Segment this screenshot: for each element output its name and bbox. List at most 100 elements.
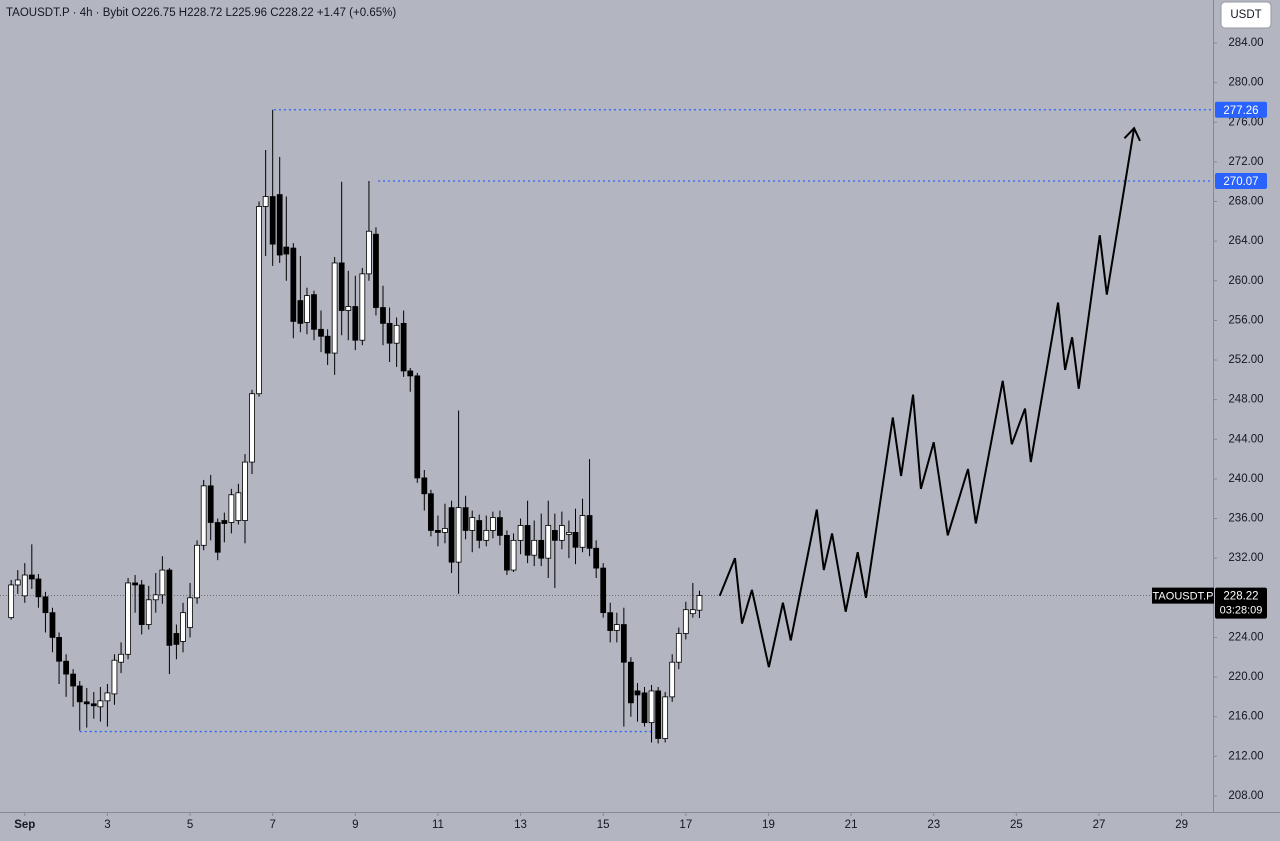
candle-body xyxy=(138,584,145,625)
y-tick-label: 280.00 xyxy=(1228,77,1263,89)
x-tick-label: 11 xyxy=(432,819,444,831)
candle-body xyxy=(662,696,669,739)
currency-button[interactable] xyxy=(1220,1,1272,29)
candle-body xyxy=(194,544,200,599)
symbol-label: TAOUSDT.P xyxy=(1153,591,1214,603)
candle-body xyxy=(338,262,345,311)
candle-body xyxy=(455,507,462,563)
candle-body xyxy=(49,612,56,638)
candle-body xyxy=(214,522,221,553)
x-tick-label: 13 xyxy=(514,819,527,831)
candle-body xyxy=(366,230,372,275)
candle-body xyxy=(318,328,324,337)
header: TAOUSDT.P · 4h · Bybit O226.75 H228.72 L… xyxy=(6,7,396,19)
candle-body xyxy=(428,493,434,531)
candle-body xyxy=(269,196,276,245)
candle-body xyxy=(504,534,510,571)
y-tick-label: 236.00 xyxy=(1228,513,1263,525)
candle-body xyxy=(324,335,331,354)
symbol-tag xyxy=(1152,587,1214,604)
candle-body xyxy=(551,530,558,541)
candle-body xyxy=(283,246,290,255)
y-tick-label: 252.00 xyxy=(1228,354,1263,366)
candle-body xyxy=(593,547,600,569)
candle-body xyxy=(249,393,255,463)
candle-body xyxy=(566,532,572,535)
candle-body xyxy=(97,700,104,708)
candle-body xyxy=(696,595,703,611)
candle-body xyxy=(373,233,379,308)
candle-body xyxy=(386,322,393,344)
candle-body xyxy=(600,567,607,614)
y-tick-label: 244.00 xyxy=(1228,433,1263,445)
candle-body xyxy=(331,262,338,354)
y-tick-label: 216.00 xyxy=(1228,711,1263,723)
candle-body xyxy=(524,525,531,556)
candle-body xyxy=(28,574,35,580)
candle-body xyxy=(634,690,641,696)
last-price-label: 228.22 xyxy=(1223,591,1258,603)
candle-body xyxy=(83,701,90,705)
candle-body xyxy=(393,324,400,344)
y-tick-label: 248.00 xyxy=(1228,394,1263,406)
candle-body xyxy=(262,196,269,207)
candle-body xyxy=(538,539,545,559)
candle-body xyxy=(682,609,689,634)
candle-body xyxy=(207,485,214,523)
candle-body xyxy=(414,375,421,479)
candle-body xyxy=(607,612,614,631)
x-tick-label: 23 xyxy=(927,819,940,831)
candle-body xyxy=(276,194,283,256)
candle-body xyxy=(613,624,620,631)
candle-body xyxy=(675,633,682,663)
candle-body xyxy=(620,624,627,663)
y-tick-label: 268.00 xyxy=(1228,196,1263,208)
candle-body xyxy=(448,507,455,563)
y-tick-label: 276.00 xyxy=(1228,116,1263,128)
candle-body xyxy=(104,692,111,702)
candle-body xyxy=(586,515,593,549)
candle-body xyxy=(14,579,21,586)
price-line-label: 270.07 xyxy=(1223,176,1258,188)
candle-body xyxy=(76,685,83,703)
x-tick-label: 29 xyxy=(1175,819,1188,831)
candle-body xyxy=(290,247,297,322)
candle-body xyxy=(400,322,407,372)
projection-line xyxy=(718,128,1136,668)
candle-body xyxy=(497,517,503,536)
candle-body xyxy=(510,539,517,571)
candle-body xyxy=(559,525,565,541)
y-tick-label: 232.00 xyxy=(1228,552,1263,564)
candle-body xyxy=(421,477,428,495)
candle-body xyxy=(8,584,15,619)
candle-body xyxy=(442,528,448,533)
x-tick-label: 5 xyxy=(187,819,193,831)
y-tick-label: 256.00 xyxy=(1228,314,1263,326)
candle-body xyxy=(118,653,124,663)
candle-body xyxy=(297,300,304,324)
y-tick-label: 220.00 xyxy=(1228,671,1263,683)
currency-label[interactable]: USDT xyxy=(1230,9,1261,21)
x-tick-label: 15 xyxy=(597,819,610,831)
candle-body xyxy=(187,597,193,628)
candle-body xyxy=(145,599,152,625)
candle-body xyxy=(180,612,186,642)
x-tick-label: Sep xyxy=(14,819,35,831)
candle-body xyxy=(221,520,228,524)
candle-body xyxy=(228,494,235,523)
candle-body xyxy=(531,539,538,556)
x-tick-label: 21 xyxy=(845,819,858,831)
candle-body xyxy=(132,582,138,586)
candle-body xyxy=(90,703,97,707)
candle-body xyxy=(70,673,77,687)
price-line-tag xyxy=(1215,101,1267,118)
y-tick-label: 264.00 xyxy=(1228,235,1263,247)
x-tick-label: 17 xyxy=(679,819,692,831)
y-tick-label: 212.00 xyxy=(1228,750,1263,762)
candle-body xyxy=(235,492,242,521)
candle-body xyxy=(352,306,359,341)
x-tick-label: 7 xyxy=(269,819,275,831)
